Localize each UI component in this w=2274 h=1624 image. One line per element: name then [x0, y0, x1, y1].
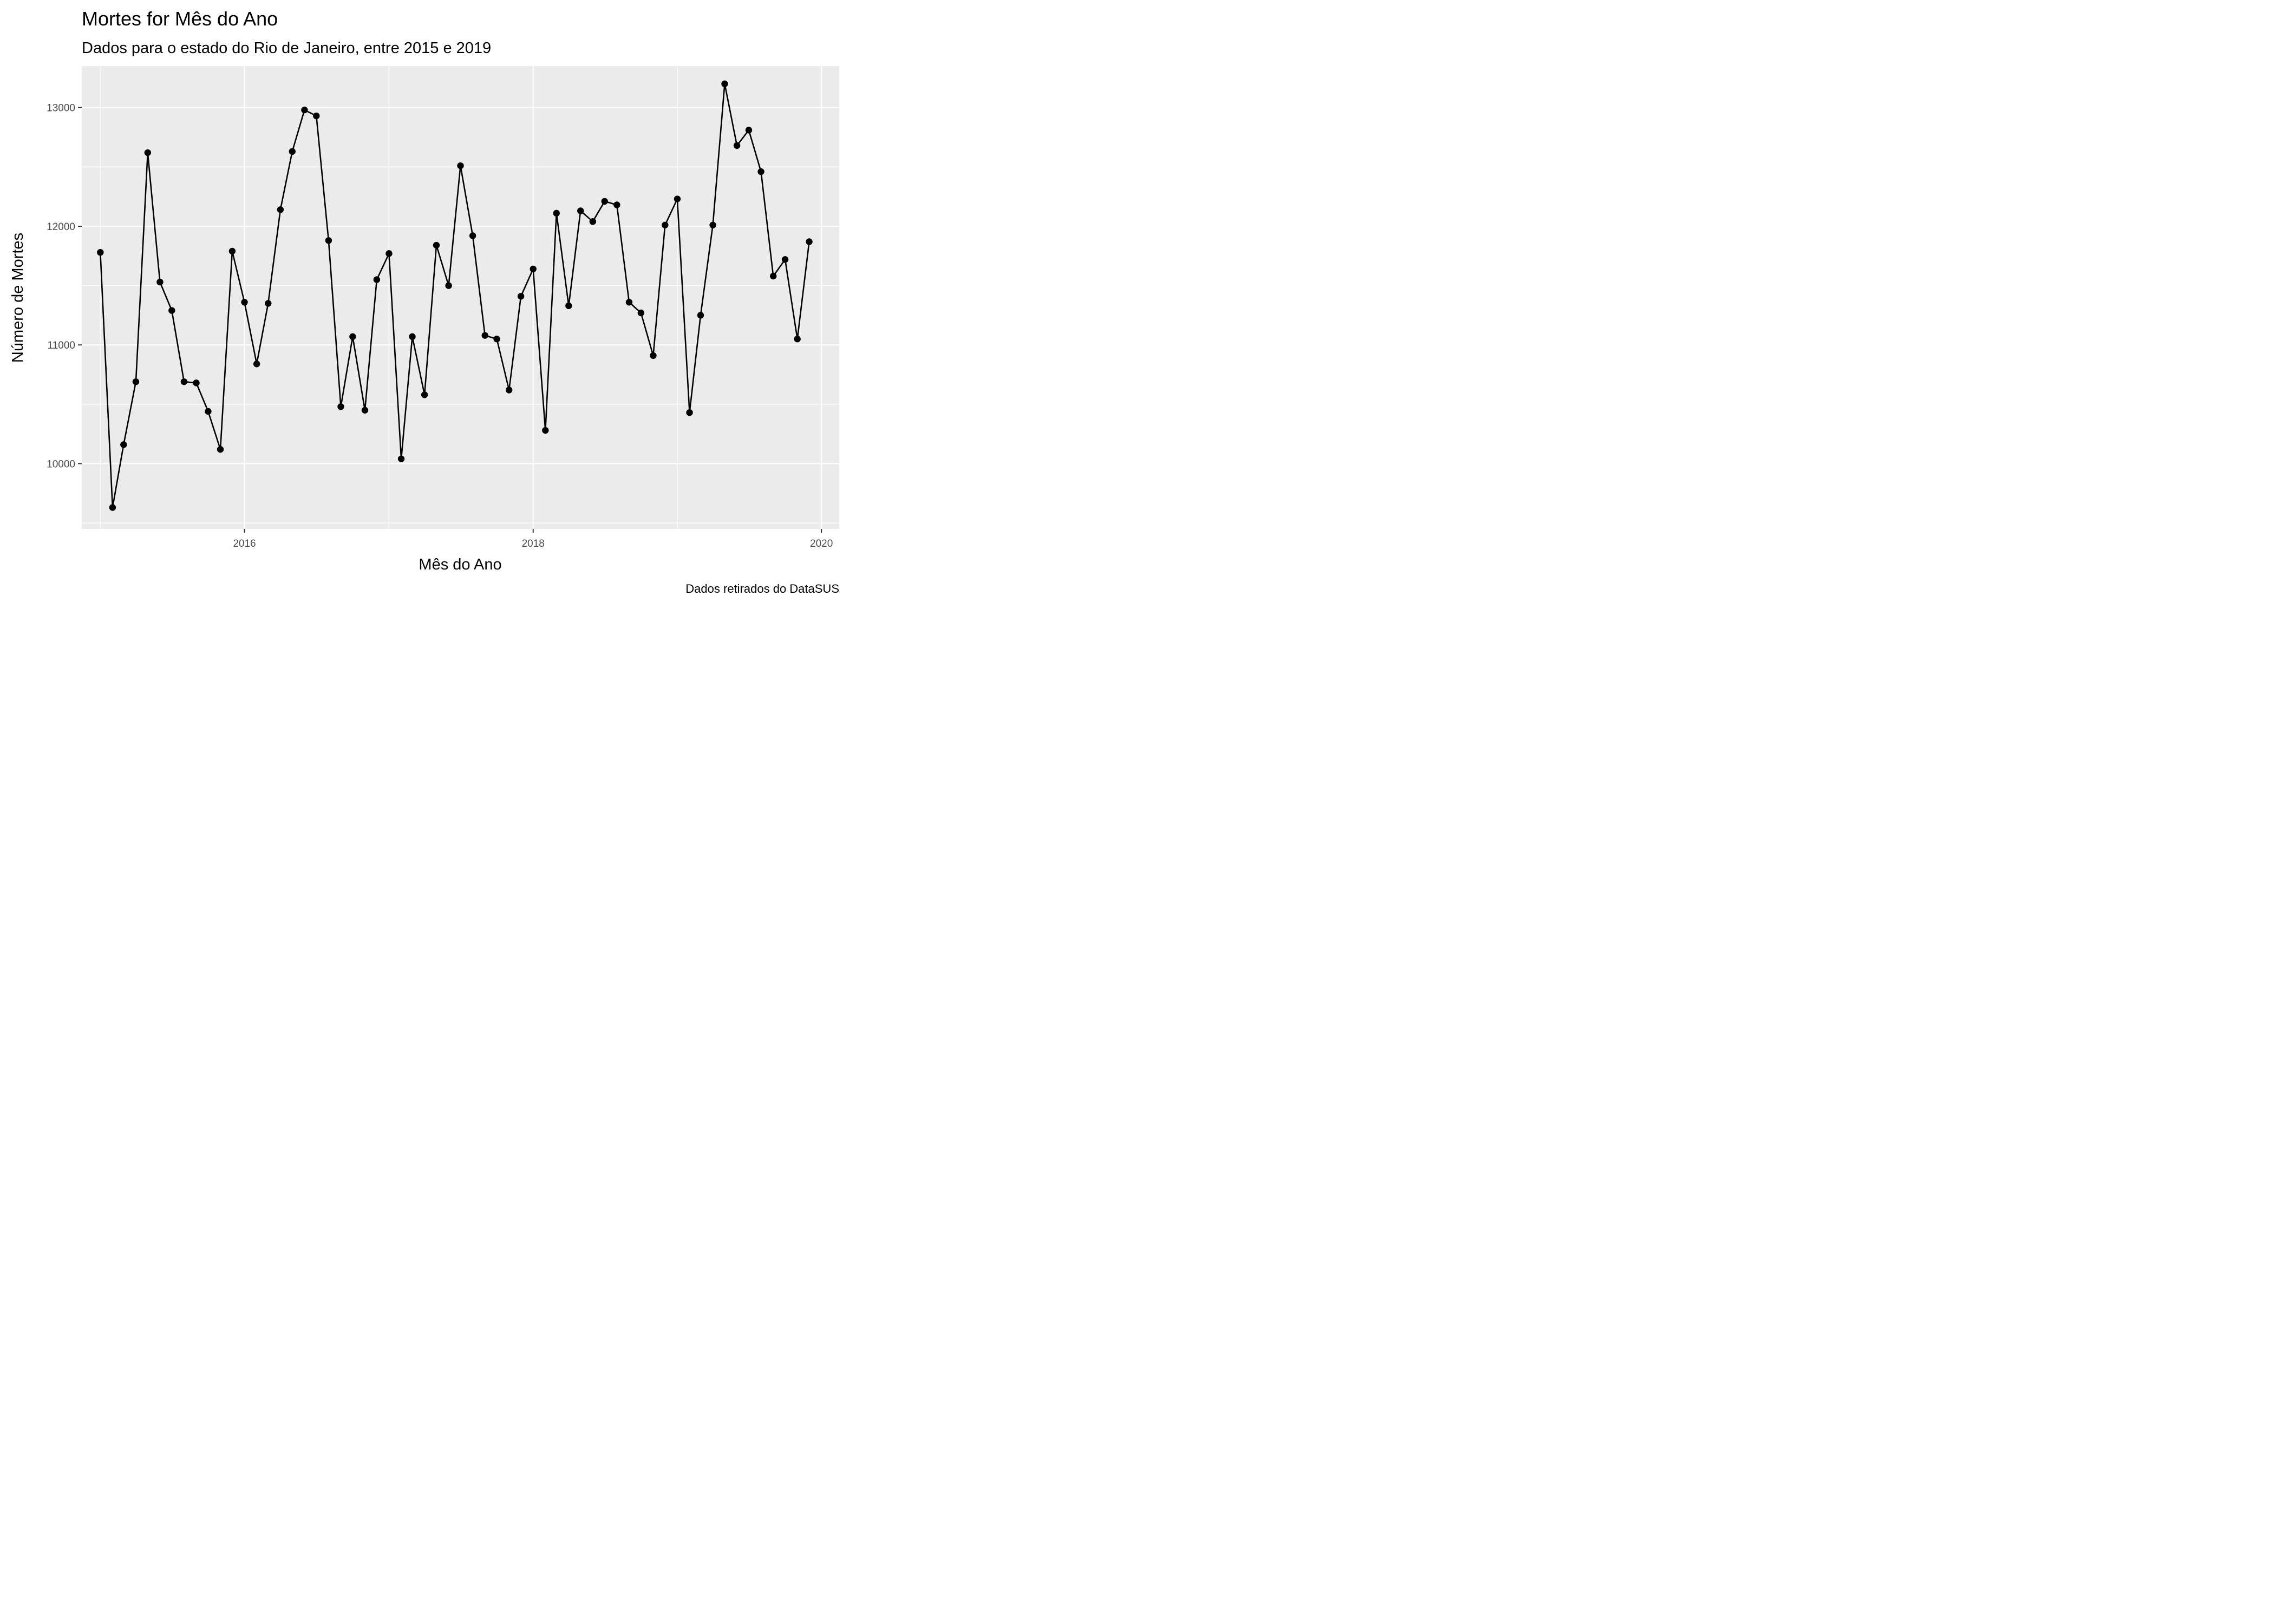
- data-point: [506, 387, 513, 394]
- x-tick-label: 2020: [810, 538, 833, 549]
- data-point: [289, 148, 296, 155]
- data-point: [601, 198, 608, 205]
- chart-caption: Dados retirados do DataSUS: [685, 582, 839, 595]
- data-point: [325, 237, 332, 244]
- data-point: [409, 333, 416, 340]
- data-point: [674, 195, 681, 202]
- data-point: [650, 352, 657, 359]
- data-point: [168, 307, 175, 314]
- data-point: [542, 427, 549, 434]
- data-point: [265, 300, 272, 307]
- data-point: [109, 504, 116, 511]
- chart: Mortes for Mês do Ano Dados para o estad…: [9, 8, 839, 595]
- data-point: [757, 168, 764, 175]
- y-axis: 10000 11000 12000 13000: [47, 103, 82, 470]
- data-point: [228, 247, 236, 255]
- data-point: [781, 256, 789, 263]
- data-point: [445, 282, 452, 289]
- data-point: [217, 446, 224, 453]
- plot-panel: [82, 66, 839, 529]
- data-point: [97, 248, 104, 256]
- y-tick-label: 13000: [47, 103, 75, 114]
- chart-title: Mortes for Mês do Ano: [82, 8, 278, 30]
- data-point: [132, 378, 140, 385]
- data-point: [733, 142, 741, 149]
- data-point: [337, 403, 344, 410]
- y-axis-title: Número de Mortes: [9, 233, 27, 363]
- data-point: [180, 378, 188, 385]
- data-point: [433, 241, 440, 249]
- data-point: [589, 218, 597, 225]
- y-tick-label: 11000: [48, 340, 75, 351]
- data-point: [397, 455, 405, 462]
- data-point: [457, 162, 464, 169]
- y-tick-label: 10000: [47, 459, 75, 470]
- data-point: [301, 106, 308, 114]
- data-point: [385, 250, 393, 257]
- y-tick-label: 12000: [47, 221, 75, 233]
- data-point: [156, 278, 164, 286]
- data-point: [662, 221, 669, 228]
- grid-lines: [82, 66, 839, 529]
- x-tick-label: 2018: [522, 538, 545, 549]
- data-point: [709, 221, 716, 228]
- x-axis-title: Mês do Ano: [419, 556, 501, 573]
- data-point: [686, 409, 693, 416]
- data-point: [193, 379, 200, 387]
- data-point: [120, 441, 127, 448]
- data-point: [313, 112, 320, 120]
- data-point: [553, 209, 560, 217]
- data-point: [253, 361, 260, 368]
- data-point: [277, 206, 284, 213]
- data-point: [373, 276, 381, 283]
- x-tick-label: 2016: [233, 538, 256, 549]
- series-line: [99, 83, 810, 508]
- data-point: [361, 407, 369, 414]
- data-point: [697, 312, 704, 319]
- data-point: [637, 309, 645, 317]
- data-point: [421, 391, 428, 398]
- data-point: [205, 408, 212, 415]
- data-point: [769, 272, 777, 280]
- data-point: [721, 80, 728, 88]
- data-point: [530, 265, 537, 273]
- data-point: [565, 302, 572, 310]
- data-point: [806, 238, 813, 245]
- data-point: [745, 127, 753, 134]
- data-point: [577, 207, 584, 214]
- series-line-layer: [99, 83, 810, 508]
- data-point: [613, 201, 620, 208]
- data-point: [625, 299, 633, 306]
- data-point: [469, 232, 476, 239]
- data-point: [493, 336, 500, 343]
- data-point: [349, 333, 356, 340]
- data-point: [794, 336, 801, 343]
- data-point: [517, 293, 525, 300]
- x-axis: 2016 2018 2020: [233, 529, 833, 549]
- data-point: [481, 332, 488, 339]
- data-points: [97, 80, 813, 511]
- data-point: [241, 299, 248, 306]
- chart-subtitle: Dados para o estado do Rio de Janeiro, e…: [82, 40, 491, 57]
- data-point: [144, 149, 152, 156]
